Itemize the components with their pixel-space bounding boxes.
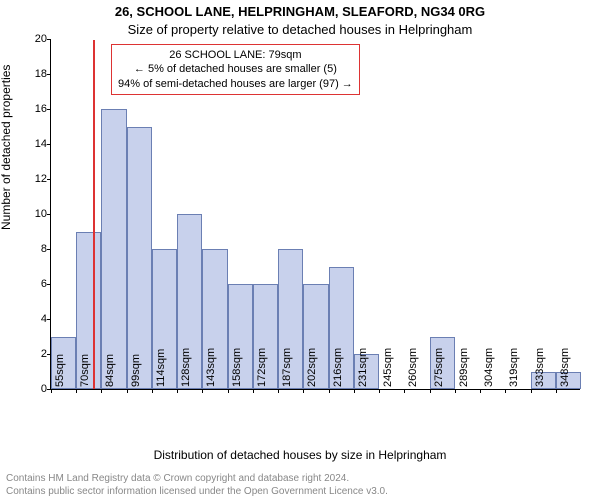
chart-container: 26, SCHOOL LANE, HELPRINGHAM, SLEAFORD, … (0, 0, 600, 500)
x-tick-mark (202, 389, 203, 393)
x-tick-label: 128sqm (180, 348, 192, 387)
x-tick-label: 55sqm (54, 354, 66, 387)
x-tick-label: 187sqm (281, 348, 293, 387)
x-tick-label: 231sqm (357, 348, 369, 387)
x-tick-label: 289sqm (458, 348, 470, 387)
x-tick-mark (303, 389, 304, 393)
x-tick-mark (329, 389, 330, 393)
x-tick-label: 304sqm (483, 348, 495, 387)
x-tick-label: 114sqm (155, 349, 167, 387)
x-tick-mark (101, 389, 102, 393)
x-tick-label: 143sqm (205, 348, 217, 387)
chart-title: 26, SCHOOL LANE, HELPRINGHAM, SLEAFORD, … (0, 4, 600, 19)
x-tick-label: 158sqm (231, 348, 243, 387)
footer-line-1: Contains HM Land Registry data © Crown c… (6, 473, 594, 486)
y-tick: 6 (15, 278, 47, 290)
x-tick-mark (455, 389, 456, 393)
y-axis-label: Number of detached properties (0, 65, 13, 230)
x-tick-label: 84sqm (104, 354, 116, 387)
histogram-bar (127, 127, 152, 390)
x-tick-mark (354, 389, 355, 393)
x-tick-mark (505, 389, 506, 393)
y-tick: 0 (15, 383, 47, 395)
x-tick-mark (228, 389, 229, 393)
y-tick: 18 (15, 68, 47, 80)
annotation-box: 26 SCHOOL LANE: 79sqm← 5% of detached ho… (111, 44, 360, 95)
x-axis-label: Distribution of detached houses by size … (0, 448, 600, 462)
x-tick-label: 333sqm (534, 348, 546, 387)
y-tick: 4 (15, 313, 47, 325)
x-tick-label: 99sqm (130, 354, 142, 387)
x-tick-label: 172sqm (256, 348, 268, 387)
annotation-line-2: ← 5% of detached houses are smaller (5) (118, 62, 353, 76)
x-tick-label: 348sqm (559, 348, 571, 387)
y-tick: 14 (15, 138, 47, 150)
y-tick: 12 (15, 173, 47, 185)
x-tick-mark (556, 389, 557, 393)
footer-line-2: Contains public sector information licen… (6, 486, 594, 499)
x-tick-mark (430, 389, 431, 393)
x-tick-label: 202sqm (306, 348, 318, 387)
x-tick-label: 70sqm (79, 354, 91, 387)
x-tick-mark (76, 389, 77, 393)
y-tick: 16 (15, 103, 47, 115)
x-tick-mark (51, 389, 52, 393)
x-tick-mark (177, 389, 178, 393)
x-tick-label: 216sqm (332, 348, 344, 387)
plot-area: 0246810121416182055sqm70sqm84sqm99sqm114… (50, 40, 580, 390)
x-tick-label: 275sqm (433, 348, 445, 387)
reference-line (93, 40, 95, 389)
x-tick-label: 245sqm (382, 348, 394, 387)
x-tick-mark (531, 389, 532, 393)
y-tick: 10 (15, 208, 47, 220)
chart-subtitle: Size of property relative to detached ho… (0, 22, 600, 37)
x-tick-mark (152, 389, 153, 393)
y-tick: 8 (15, 243, 47, 255)
histogram-bar (101, 109, 126, 389)
x-tick-mark (379, 389, 380, 393)
x-tick-label: 319sqm (508, 348, 520, 387)
x-tick-mark (404, 389, 405, 393)
x-tick-mark (278, 389, 279, 393)
annotation-line-3: 94% of semi-detached houses are larger (… (118, 77, 353, 91)
footer-text: Contains HM Land Registry data © Crown c… (6, 473, 594, 498)
x-tick-mark (127, 389, 128, 393)
y-tick: 2 (15, 348, 47, 360)
annotation-line-1: 26 SCHOOL LANE: 79sqm (118, 48, 353, 62)
x-tick-mark (480, 389, 481, 393)
x-tick-label: 260sqm (407, 348, 419, 387)
y-tick: 20 (15, 33, 47, 45)
x-tick-mark (253, 389, 254, 393)
